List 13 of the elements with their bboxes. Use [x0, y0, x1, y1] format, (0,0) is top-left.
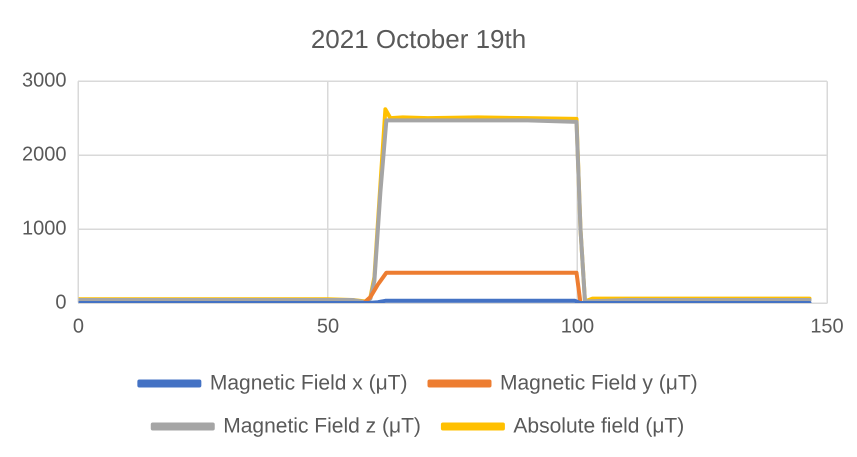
legend-label: Absolute field (μT): [513, 414, 684, 438]
y-tick-label: 2000: [22, 144, 66, 166]
legend-label: Magnetic Field y (μT): [500, 371, 698, 394]
y-tick-label: 0: [55, 292, 66, 314]
y-tick-label: 3000: [22, 70, 66, 92]
x-tick-label: 50: [316, 316, 340, 338]
x-tick-label: 0: [72, 316, 84, 338]
chart-title: 2021 October 19th: [310, 24, 526, 54]
legend-label: Magnetic Field x (μT): [210, 371, 408, 394]
legend-label: Magnetic Field z (μT): [223, 414, 421, 438]
x-tick-label: 150: [810, 316, 844, 338]
x-tick-label: 100: [560, 316, 594, 338]
y-tick-label: 1000: [22, 218, 66, 240]
